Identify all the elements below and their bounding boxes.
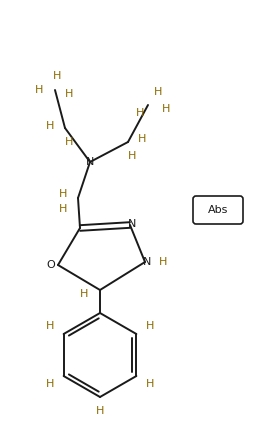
Text: N: N	[86, 157, 94, 167]
Text: H: H	[65, 89, 73, 99]
Text: Abs: Abs	[208, 205, 228, 215]
Text: H: H	[136, 108, 144, 118]
Text: H: H	[128, 151, 136, 161]
Text: H: H	[45, 379, 54, 389]
Text: H: H	[96, 406, 104, 416]
Text: H: H	[45, 321, 54, 331]
Text: H: H	[162, 104, 170, 114]
Text: H: H	[138, 134, 146, 144]
Text: H: H	[46, 121, 54, 131]
Text: H: H	[65, 137, 73, 147]
Text: H: H	[35, 85, 43, 95]
Text: H: H	[146, 321, 155, 331]
Text: H: H	[159, 257, 167, 267]
Text: H: H	[154, 87, 162, 97]
FancyBboxPatch shape	[193, 196, 243, 224]
Text: H: H	[146, 379, 155, 389]
Text: N: N	[143, 257, 151, 267]
Text: H: H	[80, 289, 88, 299]
Text: N: N	[128, 219, 136, 229]
Text: H: H	[59, 204, 67, 214]
Text: O: O	[47, 260, 55, 270]
Text: H: H	[53, 71, 61, 81]
Text: H: H	[59, 189, 67, 199]
